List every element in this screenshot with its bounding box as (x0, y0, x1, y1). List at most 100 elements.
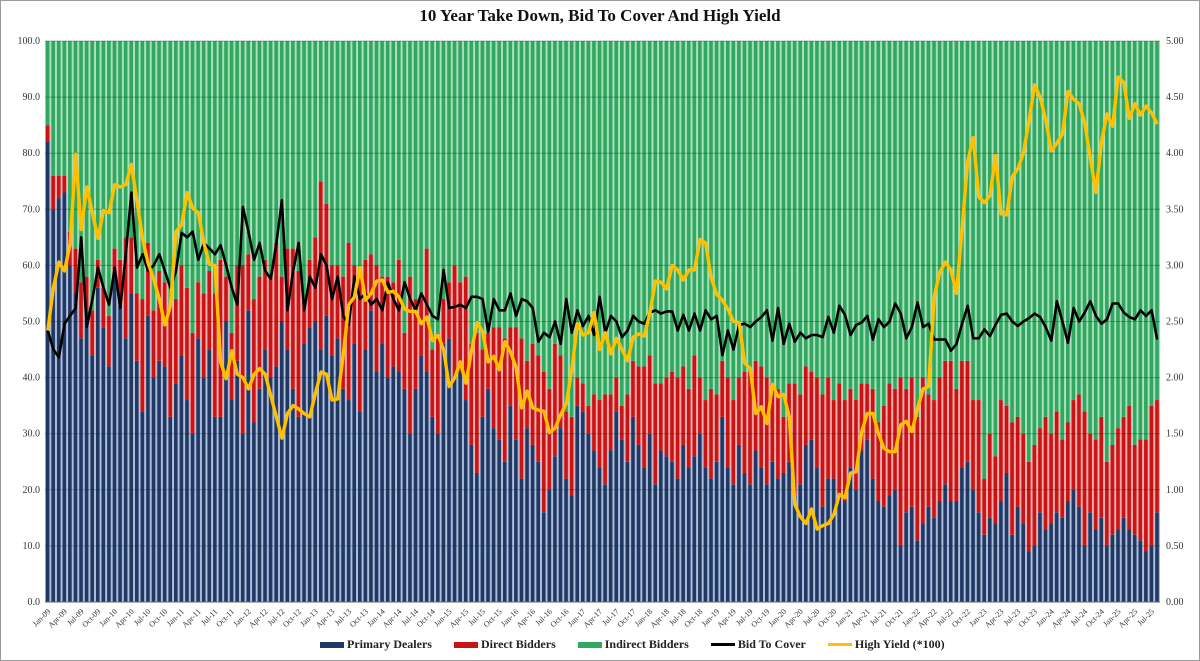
primary-dealers-bar (45, 141, 50, 603)
direct-bidders-bar (252, 299, 256, 423)
indirect-bidders-bar (514, 41, 518, 328)
primary-dealers-bar (1077, 506, 1081, 602)
direct-bidders-bar (642, 366, 646, 468)
indirect-bidders-bar (876, 41, 881, 423)
x-axis-tick-label: Apr-22 (916, 607, 939, 630)
direct-bidders-bar (146, 242, 150, 316)
indirect-bidders-bar (1066, 41, 1070, 423)
primary-dealers-bar (647, 433, 652, 602)
indirect-bidders-bar (1038, 41, 1042, 429)
indirect-bidders-bar (1121, 41, 1126, 417)
primary-dealers-bar (162, 366, 167, 602)
primary-dealers-bar (318, 349, 323, 602)
indirect-bidders-bar (458, 41, 462, 283)
primary-dealers-bar (436, 433, 440, 602)
direct-bidders-bar (965, 360, 970, 462)
indirect-bidders-bar (815, 41, 819, 378)
bid-to-cover-line (46, 191, 1159, 359)
primary-dealers-bar (101, 327, 106, 602)
indirect-bidders-bar (207, 41, 212, 272)
indirect-bidders-bar (497, 41, 501, 328)
primary-dealers-bar (369, 310, 373, 602)
primary-dealers-bar (1132, 534, 1137, 602)
primary-dealers-bar (742, 472, 747, 602)
primary-dealers-bar (279, 321, 284, 602)
primary-dealers-bar (324, 315, 329, 602)
indirect-bidders-bar (263, 41, 267, 260)
indirect-bidders-bar (742, 41, 747, 372)
indirect-bidders-bar (1116, 41, 1120, 429)
x-axis-tick-label: Apr-14 (381, 607, 404, 630)
primary-dealers-bar (642, 467, 646, 602)
primary-dealers-bar (614, 411, 619, 602)
x-axis-tick-label: Apr-16 (515, 607, 538, 630)
primary-dealers-bar (268, 377, 273, 602)
primary-dealers-bar (714, 461, 719, 602)
primary-dealers-bar (982, 534, 986, 602)
legend-label: Primary Dealers (347, 637, 432, 651)
direct-bidders-bar (564, 411, 568, 479)
primary-dealers-bar (904, 512, 908, 602)
primary-dealers-bar (218, 416, 223, 602)
x-axis-tick-label: Apr-11 (180, 607, 202, 629)
direct-bidders-bar (352, 265, 356, 344)
indirect-bidders-bar (218, 41, 223, 260)
primary-dealers-bar (291, 388, 295, 602)
legend-label: High Yield (*100) (854, 637, 945, 651)
primary-dealers-bar (1027, 551, 1031, 602)
x-axis-tick-label: Apr-10 (113, 607, 136, 630)
indirect-bidders-bar (352, 41, 356, 266)
direct-bidders-bar (307, 259, 312, 328)
direct-bidders-bar (603, 394, 607, 485)
indirect-bidders-bar (95, 41, 100, 260)
primary-dealers-bar (397, 371, 401, 602)
direct-bidders-bar (720, 360, 724, 417)
direct-bidders-bar (45, 125, 50, 142)
primary-dealers-bar (770, 461, 775, 602)
primary-dealers-bar (753, 450, 758, 602)
indirect-bidders-bar (419, 41, 423, 300)
indirect-bidders-bar (285, 41, 290, 249)
left-axis-tick-label: 0.0 (28, 597, 41, 608)
primary-dealers-bar (882, 506, 886, 602)
primary-dealers-bar (865, 439, 869, 602)
primary-dealers-bar (107, 366, 111, 602)
direct-bidders-bar (84, 276, 89, 311)
primary-dealers-bar (174, 383, 178, 602)
direct-bidders-bar (224, 276, 228, 322)
primary-dealers-bar (469, 444, 474, 602)
indirect-bidders-bar (586, 41, 591, 406)
indirect-bidders-bar (581, 41, 585, 384)
direct-bidders-bar (112, 248, 117, 277)
primary-dealers-bar (558, 428, 563, 602)
indirect-bidders-bar (252, 41, 256, 300)
x-axis-tick-label: Apr-20 (782, 607, 805, 630)
indirect-bidders-bar (642, 41, 646, 367)
indirect-bidders-bar (843, 41, 847, 401)
primary-dealers-bar (926, 506, 931, 602)
primary-dealers-bar (787, 461, 791, 602)
indirect-bidders-bar (1010, 41, 1014, 423)
indirect-bidders-bar (999, 41, 1003, 401)
direct-bidders-bar (79, 282, 83, 339)
indirect-bidders-bar (731, 41, 736, 401)
primary-dealers-bar (263, 349, 267, 602)
direct-bidders-bar (898, 377, 903, 546)
primary-dealers-bar (1127, 529, 1131, 602)
direct-bidders-bar (976, 400, 981, 513)
direct-bidders-bar (129, 237, 133, 294)
legend-item-high-yield: High Yield (*100) (827, 637, 945, 652)
direct-bidders-bar (553, 343, 557, 457)
primary-dealers-bar (608, 450, 613, 602)
primary-dealers-bar (363, 349, 368, 602)
direct-bidders-bar (987, 433, 992, 518)
direct-bidders-bar (151, 310, 156, 378)
indirect-bidders-bar (475, 41, 479, 333)
direct-bidders-bar (1099, 416, 1104, 518)
direct-bidders-bar (647, 355, 652, 434)
primary-dealers-bar (79, 338, 83, 602)
right-axis-tick-label: 3.50 (1166, 204, 1184, 215)
direct-bidders-bar (826, 377, 830, 479)
direct-bidders-bar (475, 332, 479, 473)
direct-bidders-bar (463, 276, 468, 401)
